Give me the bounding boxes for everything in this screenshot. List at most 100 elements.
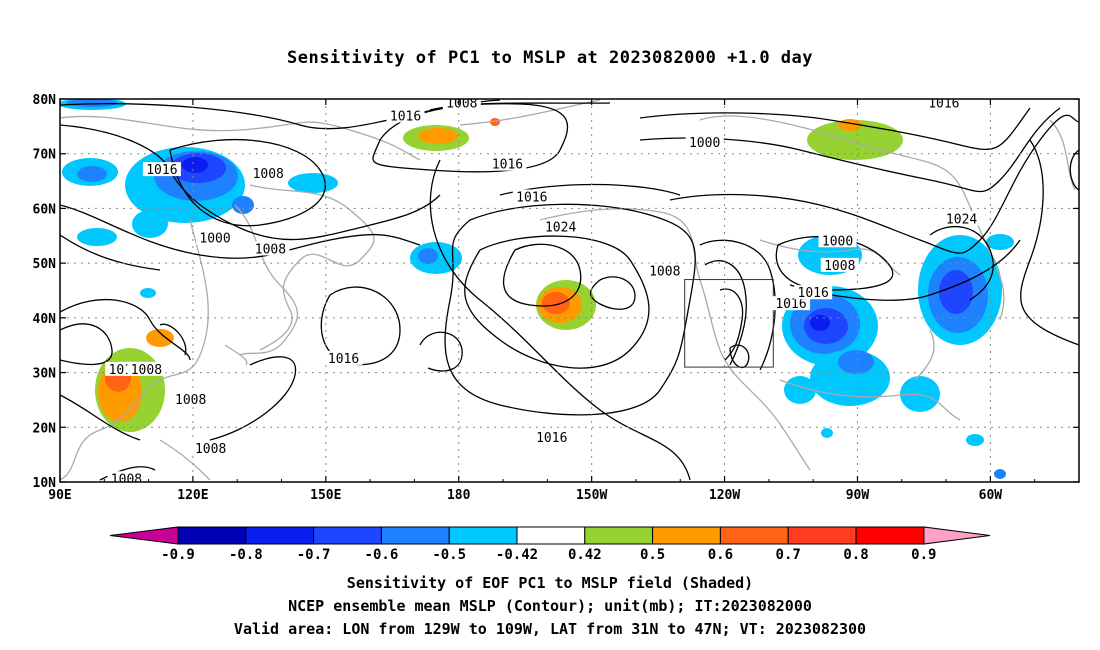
colorbar-swatch xyxy=(313,526,382,545)
coastline xyxy=(60,115,421,161)
coastline xyxy=(234,204,298,356)
lat-tick-label: 80N xyxy=(33,93,57,108)
contour-label: 1000 xyxy=(199,232,230,247)
contour-label-bg xyxy=(324,350,363,365)
colorbar-swatch xyxy=(245,526,315,545)
colorbar-swatch xyxy=(380,526,450,545)
lat-tick-label: 20N xyxy=(33,421,57,436)
colorbar-swatch xyxy=(787,526,857,545)
lon-tick-label: 90W xyxy=(846,488,870,503)
contour-line xyxy=(503,243,582,307)
contour-label-bg xyxy=(532,430,571,445)
shade-pos xyxy=(418,128,458,144)
valid-area-box xyxy=(684,279,774,368)
lat-tick-label: 50N xyxy=(33,257,57,272)
contour-label: 1008 xyxy=(195,442,226,457)
contour-label-bg xyxy=(942,211,981,226)
contour-line xyxy=(589,276,636,310)
lon-tick-label: 120W xyxy=(709,488,740,503)
colorbar-label: -0.8 xyxy=(229,547,263,563)
contour-line xyxy=(320,286,401,366)
caption-line-2: NCEP ensemble mean MSLP (Contour); unit(… xyxy=(288,597,812,615)
axis-ticks: 90E 120E 150E 180 150W 120W 90W 60W 80N 70N 60N 50N… xyxy=(33,93,1079,503)
colorbar-label: 0.42 xyxy=(568,547,602,563)
colorbar-label: 0.8 xyxy=(843,547,868,563)
contour-label-bg xyxy=(772,296,811,311)
caption-line-1: Sensitivity of EOF PC1 to MSLP field (Sh… xyxy=(346,574,754,592)
contour-line xyxy=(60,298,191,361)
colorbar-label: 0.9 xyxy=(911,547,936,563)
shade-neg xyxy=(900,376,940,412)
contour-line xyxy=(789,239,1021,301)
contour-label-bg xyxy=(685,134,724,149)
lon-tick-label: 90E xyxy=(48,488,71,503)
contour-line xyxy=(719,288,744,361)
shade-pos xyxy=(490,118,500,126)
coastline xyxy=(1049,119,1076,191)
colorbar-label: -0.5 xyxy=(432,547,466,563)
contour-line xyxy=(669,114,1079,254)
map-frame xyxy=(59,98,1080,483)
lon-tick-label: 120E xyxy=(177,488,208,503)
contour-label: 1008 xyxy=(131,363,162,378)
contour-label-bg xyxy=(924,99,963,110)
coastline xyxy=(759,239,901,276)
colorbar-label: -0.42 xyxy=(496,547,538,563)
lat-tick-label: 40N xyxy=(33,312,57,327)
contour-label-bg xyxy=(196,230,235,245)
lon-tick-label: 150E xyxy=(310,488,341,503)
shade-neg xyxy=(821,428,833,438)
lat-tick-label: 60N xyxy=(33,202,57,217)
contour-label-bg xyxy=(386,108,425,123)
contour-line xyxy=(60,234,161,271)
contour-label: 1024 xyxy=(946,212,977,227)
contour-label: 1008 xyxy=(824,259,855,274)
contour-label: 1016 xyxy=(928,96,959,111)
mslp-contours xyxy=(60,99,1079,481)
contour-line xyxy=(444,203,696,416)
lon-tick-label: 60W xyxy=(979,488,1003,503)
coastline xyxy=(224,344,248,366)
shade-neg xyxy=(784,376,816,404)
contour-label-bg xyxy=(107,471,146,482)
contour-label: 1016 xyxy=(146,163,177,178)
contour-label-bg xyxy=(191,441,230,456)
contour-line xyxy=(639,107,1031,151)
colorbar-label: 0.7 xyxy=(776,547,801,563)
colorbar-swatch xyxy=(719,526,789,545)
contour-line xyxy=(729,344,750,368)
colorbar: -0.9 -0.8 -0.7 -0.6 -0.5 -0.42 0.42 0.5 0.6 0.7 0.… xyxy=(109,526,991,563)
contour-line xyxy=(704,260,747,366)
lat-lon-grid xyxy=(60,99,1079,482)
contour-line xyxy=(464,235,650,369)
coastline xyxy=(159,439,211,481)
contour-line xyxy=(60,204,421,259)
shade-neg xyxy=(66,99,118,107)
contour-label: 1016 xyxy=(328,352,359,367)
contour-label: 1008 xyxy=(446,96,477,111)
shade-neg xyxy=(986,234,1014,250)
shade-neg xyxy=(132,210,168,238)
shade-neg xyxy=(994,469,1006,479)
contour-line xyxy=(419,331,463,372)
shade-neg xyxy=(140,288,156,298)
caption-line-3: Valid area: LON from 129W to 109W, LAT f… xyxy=(233,620,867,638)
contour-label: 1016 xyxy=(536,431,567,446)
contour-label: 1016 xyxy=(775,297,806,312)
shade-neg xyxy=(418,248,438,264)
coastline xyxy=(60,219,209,481)
shade-neg xyxy=(182,157,208,173)
coastline xyxy=(779,379,961,421)
lat-tick-label: 70N xyxy=(33,148,57,163)
contour-label-bg xyxy=(249,165,288,180)
contour-label: 1016 xyxy=(390,110,421,125)
shade-neg xyxy=(966,434,984,446)
contour-label: 1008 xyxy=(649,264,680,279)
contour-line xyxy=(169,138,326,227)
shade-neg xyxy=(810,315,830,331)
contour-label: 1008 xyxy=(175,393,206,408)
contour-label: 1024 xyxy=(545,221,576,236)
contour-label-bg xyxy=(820,257,859,272)
contour-label: 1008 xyxy=(255,242,286,257)
